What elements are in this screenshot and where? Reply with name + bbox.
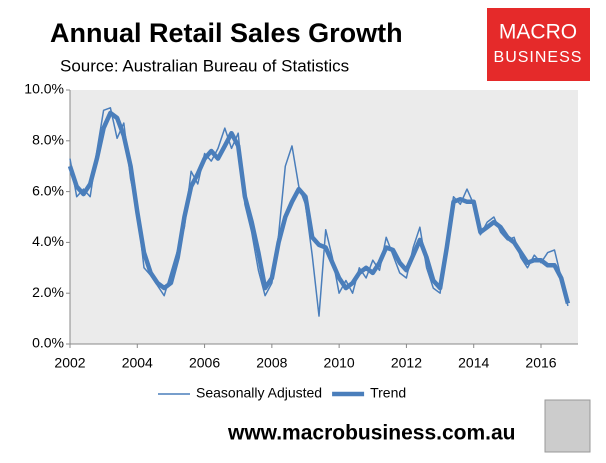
- footer: www.macrobusiness.com.au: [227, 422, 515, 445]
- logo-text: MACRO: [499, 21, 577, 44]
- x-tick-label: 2014: [458, 355, 489, 371]
- wolf-icon: [544, 399, 591, 453]
- logo-text: BUSINESS: [494, 49, 583, 66]
- x-tick-label: 2006: [189, 355, 220, 371]
- x-tick-label: 2010: [324, 355, 355, 371]
- logo: [487, 8, 590, 81]
- chart-subtitle: Source: Australian Bureau of Statistics: [60, 56, 349, 75]
- x-tick-label: 2012: [391, 355, 422, 371]
- x-tick-label: 2002: [54, 355, 85, 371]
- y-tick-label: 2.0%: [32, 284, 64, 300]
- y-tick-label: 8.0%: [32, 132, 64, 148]
- legend-label: Seasonally Adjusted: [196, 385, 322, 401]
- legend-label: Trend: [370, 385, 406, 401]
- x-tick-label: 2016: [525, 355, 556, 371]
- plot-area: [70, 90, 578, 344]
- chart-title: Annual Retail Sales Growth: [50, 18, 403, 48]
- x-tick-label: 2008: [256, 355, 287, 371]
- series-line: [67, 110, 571, 304]
- x-tick-label: 2004: [122, 355, 153, 371]
- y-tick-label: 6.0%: [32, 182, 64, 198]
- y-tick-label: 10.0%: [24, 81, 64, 97]
- y-tick-label: 4.0%: [32, 233, 64, 249]
- y-tick-label: 0.0%: [32, 335, 64, 351]
